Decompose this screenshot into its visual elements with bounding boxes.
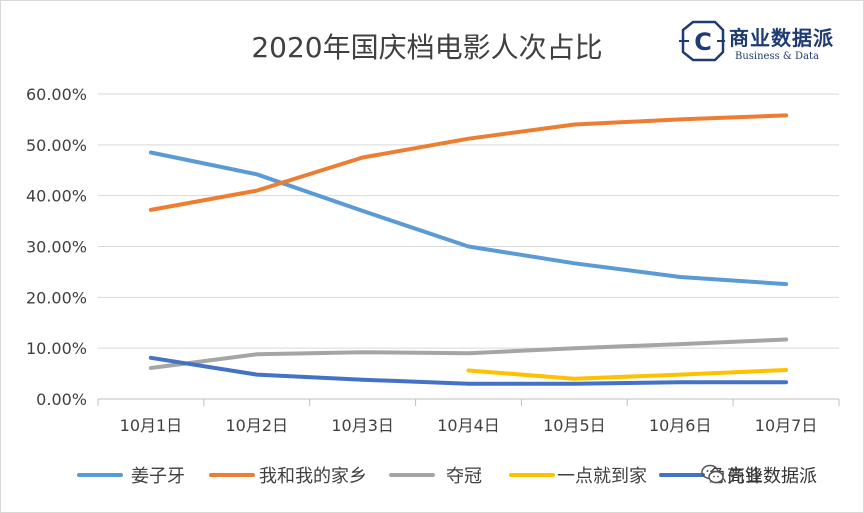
y-tick-label: 30.00% (26, 238, 87, 257)
gridlines (98, 93, 839, 349)
chart-title: 2020年国庆档电影人次占比 (251, 31, 602, 64)
legend-label: 夺冠 (446, 466, 482, 487)
x-tick-label: 10月1日 (120, 416, 183, 435)
y-tick-label: 60.00% (26, 85, 87, 104)
x-tick-label: 10月2日 (226, 416, 289, 435)
series-line (148, 355, 789, 386)
x-tick-label: 10月6日 (649, 416, 712, 435)
series-line (148, 113, 789, 212)
y-tick-label: 10.00% (26, 339, 87, 358)
y-tick-label: 20.00% (26, 288, 87, 307)
series-lines (148, 113, 789, 386)
axes (97, 398, 840, 406)
x-tick-label: 10月7日 (755, 416, 818, 435)
x-tick-label: 10月5日 (543, 416, 606, 435)
legend-label: 姜子牙 (131, 466, 185, 487)
y-tick-label: 0.00% (36, 390, 87, 409)
legend-label: 一点就到家 (557, 466, 647, 487)
series-line (148, 337, 789, 370)
legend: 姜子牙 我和我的家乡 夺冠 一点就到家 急先锋 (77, 466, 763, 487)
x-tick-label: 10月4日 (437, 416, 500, 435)
x-tick-label: 10月3日 (331, 416, 394, 435)
legend-label: 我和我的家乡 (259, 466, 367, 487)
brand-logo: C 商业数据派 Business & Data (679, 18, 854, 68)
watermark-text: 商业数据派 (727, 466, 817, 487)
y-tick-label: 50.00% (26, 136, 87, 155)
x-tick-labels: 10月1日 10月2日 10月3日 10月4日 10月5日 10月6日 10月7日 (120, 416, 818, 435)
wechat-icon (701, 464, 724, 484)
y-tick-labels: 0.00% 10.00% 20.00% 30.00% 40.00% 50.00% 60.00… (26, 85, 87, 409)
c-hexagon-logo-icon: C (679, 20, 725, 62)
y-tick-label: 40.00% (26, 187, 87, 206)
series-line (148, 150, 789, 287)
logo-subtitle: Business & Data (735, 51, 819, 62)
legend-label: 急先锋 (709, 466, 763, 487)
logo-letter: C (694, 28, 712, 56)
series-line (466, 368, 789, 381)
logo-title: 商业数据派 (729, 26, 834, 50)
